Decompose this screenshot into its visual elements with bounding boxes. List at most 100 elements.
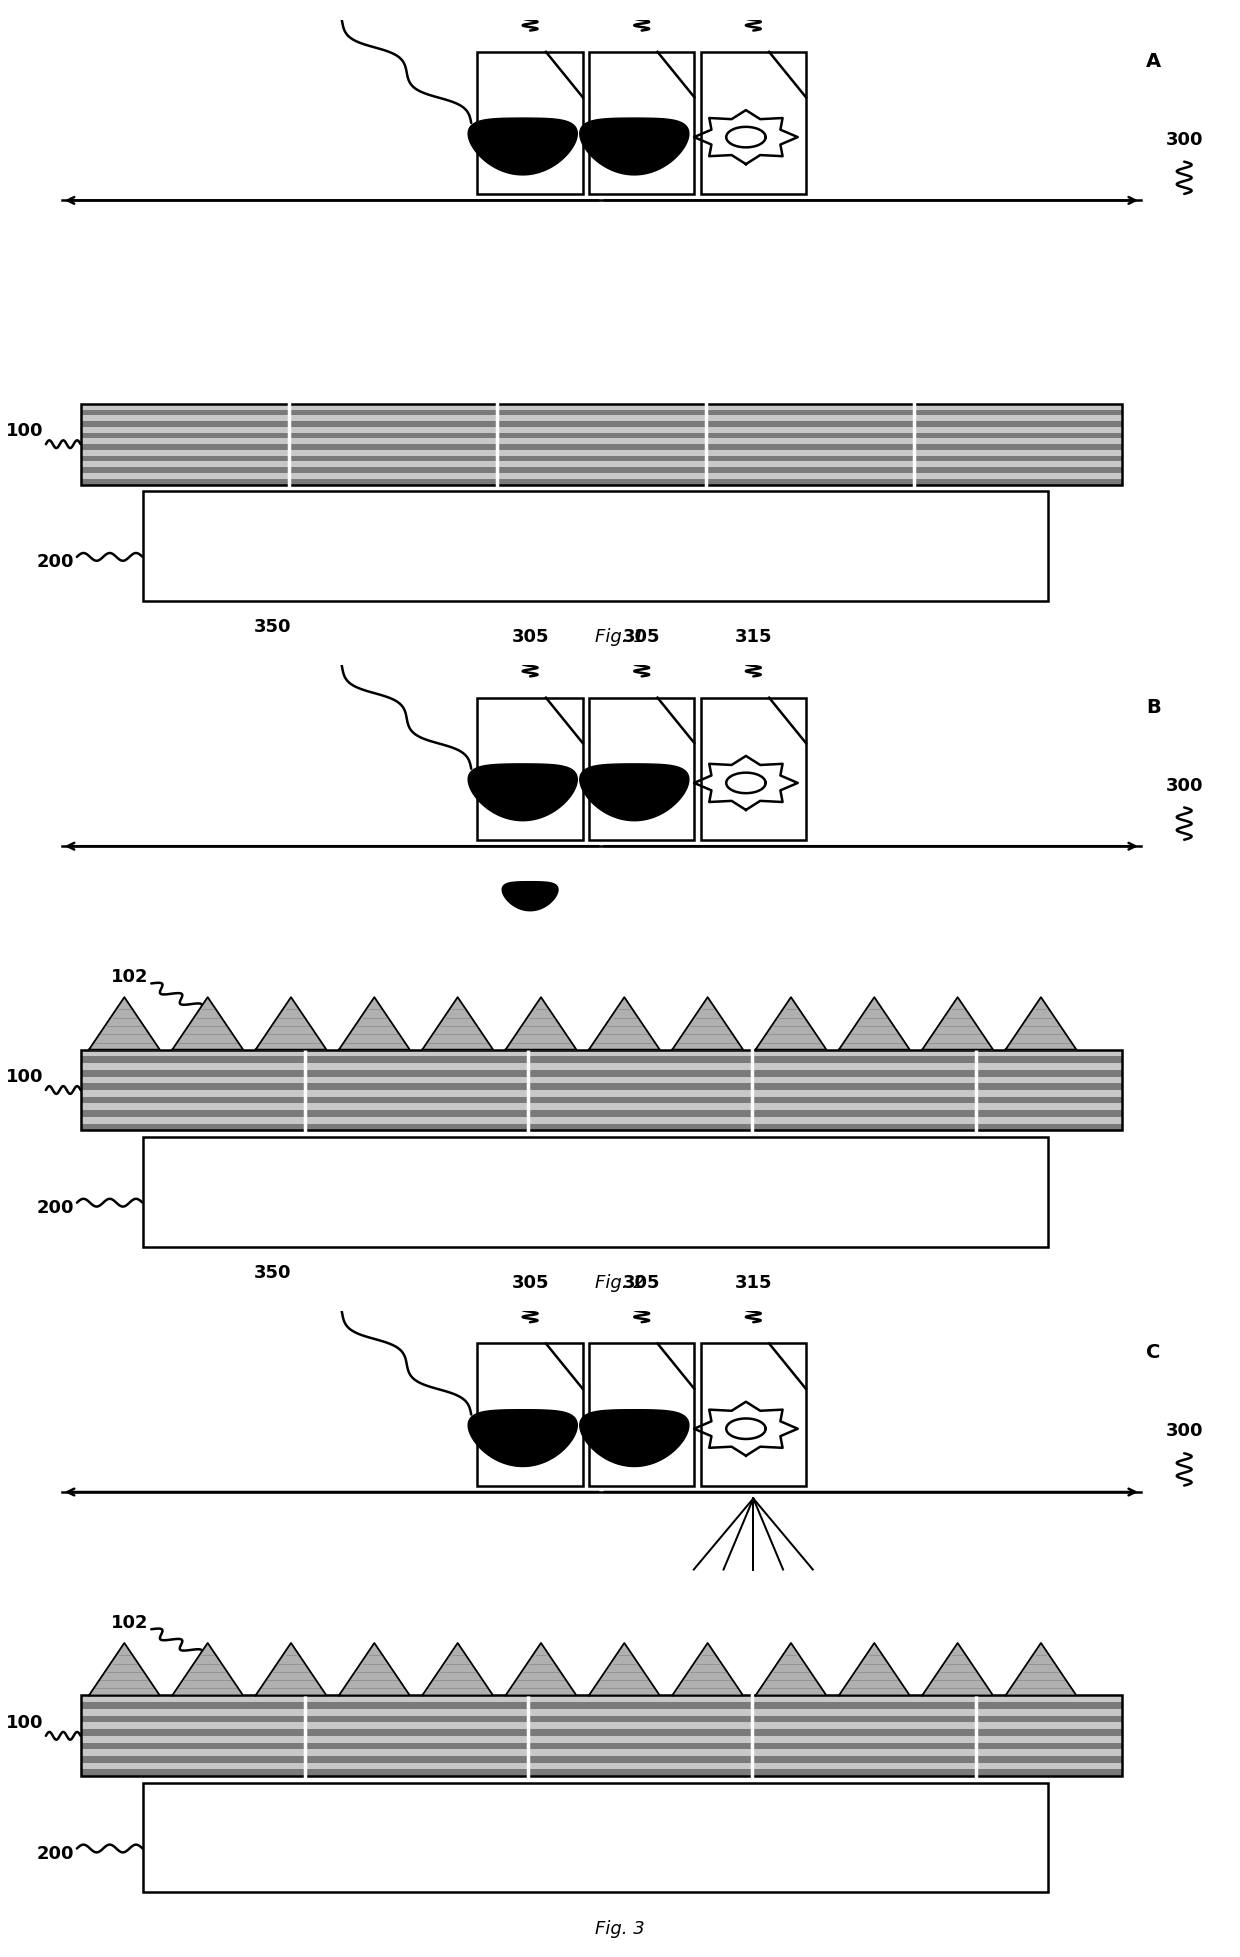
Bar: [81, 462, 1122, 468]
Bar: [81, 1057, 1122, 1063]
Polygon shape: [339, 998, 409, 1049]
Bar: [81, 1736, 1122, 1742]
Text: Fig. 2: Fig. 2: [595, 1274, 645, 1292]
Polygon shape: [672, 998, 743, 1049]
Bar: [81, 1722, 1122, 1730]
Bar: [81, 1750, 1122, 1755]
Text: 200: 200: [37, 1200, 74, 1217]
Bar: [81, 1695, 1122, 1703]
Bar: [589, 51, 694, 194]
Bar: [81, 1755, 1122, 1763]
Bar: [81, 1708, 1122, 1716]
Bar: [81, 1703, 1122, 1708]
Bar: [81, 468, 1122, 474]
Polygon shape: [339, 1644, 409, 1695]
Bar: [143, 1137, 1048, 1247]
Text: 102: 102: [112, 1615, 149, 1632]
Bar: [81, 1084, 1122, 1090]
Polygon shape: [755, 1644, 826, 1695]
Text: 100: 100: [6, 423, 43, 440]
Polygon shape: [423, 998, 494, 1049]
Bar: [81, 1063, 1122, 1070]
Polygon shape: [580, 763, 689, 820]
Bar: [81, 1742, 1122, 1750]
Bar: [589, 1343, 694, 1485]
Bar: [143, 1783, 1048, 1892]
Text: 300: 300: [1166, 131, 1203, 149]
Bar: [81, 403, 1122, 409]
Bar: [477, 1343, 583, 1485]
Text: 100: 100: [6, 1069, 43, 1086]
Text: 300: 300: [1166, 777, 1203, 795]
Bar: [701, 1343, 806, 1485]
Text: 315: 315: [734, 628, 773, 646]
Polygon shape: [580, 1409, 689, 1466]
Text: Fig. 3: Fig. 3: [595, 1920, 645, 1937]
Bar: [701, 51, 806, 194]
Polygon shape: [755, 998, 826, 1049]
Polygon shape: [506, 998, 577, 1049]
Bar: [81, 1123, 1122, 1131]
Polygon shape: [672, 1644, 743, 1695]
Bar: [81, 1104, 1122, 1110]
Bar: [81, 1090, 1122, 1096]
Text: Fig. 1: Fig. 1: [595, 628, 645, 646]
Polygon shape: [255, 998, 326, 1049]
Text: B: B: [1146, 699, 1161, 716]
Bar: [81, 444, 1122, 450]
Polygon shape: [89, 998, 160, 1049]
Bar: [81, 1117, 1122, 1123]
Bar: [81, 1070, 1122, 1076]
Text: 200: 200: [37, 554, 74, 571]
Polygon shape: [589, 998, 660, 1049]
Polygon shape: [469, 1409, 578, 1466]
Bar: [81, 1730, 1122, 1736]
Polygon shape: [839, 998, 910, 1049]
Bar: [81, 432, 1122, 438]
Bar: [81, 1049, 1122, 1131]
Polygon shape: [1006, 998, 1076, 1049]
Bar: [81, 1763, 1122, 1769]
Polygon shape: [923, 1644, 993, 1695]
Polygon shape: [506, 1644, 577, 1695]
Text: 102: 102: [112, 969, 149, 986]
Bar: [81, 403, 1122, 485]
Bar: [81, 1695, 1122, 1777]
Text: 300: 300: [1166, 1423, 1203, 1440]
Bar: [81, 450, 1122, 456]
Bar: [81, 1769, 1122, 1777]
Bar: [701, 699, 806, 840]
Bar: [477, 51, 583, 194]
Bar: [81, 409, 1122, 415]
Bar: [81, 421, 1122, 427]
Bar: [81, 479, 1122, 485]
Text: C: C: [1146, 1343, 1161, 1362]
Bar: [81, 1049, 1122, 1057]
Polygon shape: [423, 1644, 494, 1695]
Text: A: A: [1146, 51, 1161, 70]
Bar: [81, 474, 1122, 479]
Text: 305: 305: [622, 1274, 661, 1292]
Text: 305: 305: [622, 628, 661, 646]
Polygon shape: [923, 998, 993, 1049]
Polygon shape: [172, 1644, 243, 1695]
Bar: [477, 699, 583, 840]
Polygon shape: [580, 117, 689, 174]
Polygon shape: [1006, 1644, 1076, 1695]
Text: 100: 100: [6, 1714, 43, 1732]
Bar: [81, 1076, 1122, 1084]
Bar: [81, 1096, 1122, 1104]
Bar: [81, 415, 1122, 421]
Polygon shape: [89, 1644, 160, 1695]
Polygon shape: [469, 117, 578, 174]
Bar: [81, 1110, 1122, 1117]
Polygon shape: [502, 883, 558, 910]
Bar: [589, 699, 694, 840]
Text: 350: 350: [254, 1264, 291, 1282]
Bar: [81, 456, 1122, 462]
Polygon shape: [172, 998, 243, 1049]
Text: 305: 305: [511, 1274, 549, 1292]
Bar: [143, 491, 1048, 601]
Polygon shape: [839, 1644, 910, 1695]
Text: 200: 200: [37, 1845, 74, 1863]
